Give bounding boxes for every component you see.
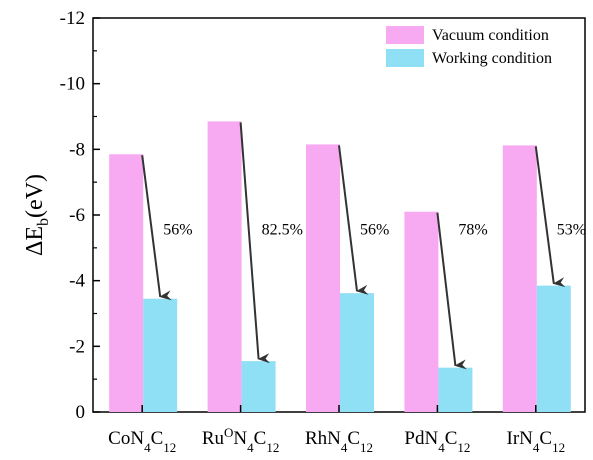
decrease-percent-label: 53% xyxy=(557,222,586,239)
y-tick-label: -6 xyxy=(69,205,85,226)
y-tick-label: 0 xyxy=(76,402,86,423)
legend-label: Vacuum condition xyxy=(432,27,549,44)
bar-working xyxy=(340,293,374,412)
bar-working xyxy=(438,367,473,412)
bar-vacuum xyxy=(502,145,537,413)
x-category-label: CoN4C12 xyxy=(108,428,176,455)
decrease-arrow xyxy=(141,155,172,301)
y-axis-title: ΔEb(eV) xyxy=(22,174,52,256)
decrease-percent-label: 78% xyxy=(458,222,487,239)
x-category-label: PdN4C12 xyxy=(404,428,470,455)
y-tick-label: -10 xyxy=(60,74,85,95)
y-tick-label: -12 xyxy=(60,8,85,29)
bar-working xyxy=(143,298,178,412)
plot-area: 0 -2 -4 -6 -8 -10 -12 ΔEb(eV) 56% CoN4C12 82.5% RuO… xyxy=(22,8,586,455)
x-category-label: IrN4C12 xyxy=(507,428,566,455)
y-tick-label: -2 xyxy=(69,336,85,357)
decrease-percent-label: 56% xyxy=(163,222,192,239)
bar-working xyxy=(536,285,571,412)
bar-vacuum xyxy=(207,121,242,413)
decrease-arrow xyxy=(239,122,270,364)
y-tick-label: -8 xyxy=(69,139,85,160)
decrease-arrow xyxy=(436,212,467,370)
bar-vacuum xyxy=(306,144,340,413)
decrease-arrow xyxy=(338,145,369,295)
legend-label: Working condition xyxy=(432,50,552,67)
bar-vacuum xyxy=(109,154,144,412)
decrease-arrow xyxy=(534,146,566,288)
bar-vacuum xyxy=(404,211,439,412)
x-category-label: RuON4C12 xyxy=(202,425,280,455)
legend-swatch xyxy=(386,49,424,67)
bar-working xyxy=(241,361,276,412)
decrease-percent-label: 82.5% xyxy=(262,222,303,239)
legend-swatch xyxy=(386,26,424,44)
y-tick-label: -4 xyxy=(69,271,85,292)
x-category-label: RhN4C12 xyxy=(305,428,373,455)
decrease-percent-label: 56% xyxy=(360,222,389,239)
